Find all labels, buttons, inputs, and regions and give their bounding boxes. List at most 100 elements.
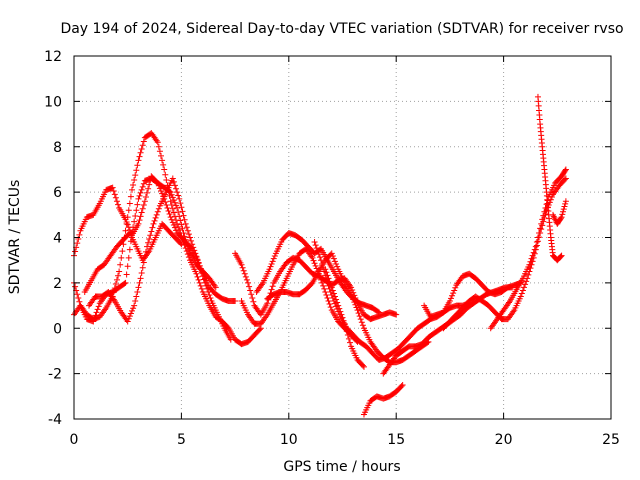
data-point [314,248,321,255]
data-point [136,192,143,199]
data-point [207,295,214,301]
data-point [173,202,180,209]
data-point [154,139,161,146]
data-point [539,216,546,223]
data-point [447,295,454,302]
data-point [136,279,143,286]
data-point [331,293,338,300]
data-point [177,217,184,224]
data-point [311,239,318,246]
data-point [133,293,140,300]
data-point [142,248,149,255]
data-point [357,316,364,323]
data-point [352,301,359,308]
data-point [175,209,182,216]
data-point [95,303,102,310]
data-point [121,280,128,287]
data-point [169,205,176,212]
data-point [130,181,137,188]
data-point [398,383,405,390]
data-point [538,226,545,233]
data-point [319,260,326,267]
data-point [135,157,142,164]
data-point [182,236,189,243]
data-point [344,332,351,339]
data-point [128,307,135,314]
data-point [151,217,158,224]
data-point [399,381,406,388]
y-tick-label: 12 [44,49,62,65]
satellite-track-18 [550,198,569,227]
data-point [562,200,569,207]
data-point [137,189,144,196]
data-point [205,288,212,295]
data-point [199,273,206,280]
data-point [196,262,203,269]
data-point [308,281,315,288]
data-point [163,177,170,184]
data-point [537,225,544,232]
y-tick-label: 10 [44,94,62,110]
data-point [325,275,332,282]
satellite-track-11 [322,266,367,370]
data-point [338,311,345,318]
data-point [202,279,209,286]
data-point [186,234,193,241]
data-point [311,260,318,267]
data-point [138,209,145,216]
data-point [327,281,334,288]
data-point [334,263,341,270]
data-point [325,298,332,305]
data-point [176,226,183,233]
data-point [178,204,185,211]
data-point [182,220,189,227]
data-point [124,214,131,221]
data-point [185,246,192,253]
data-point [130,305,137,312]
data-point [531,246,538,253]
data-point [127,193,134,200]
data-point [240,267,247,274]
data-point [115,201,122,208]
data-point [327,304,334,311]
data-point [117,261,124,268]
data-point [75,236,82,243]
data-point [340,317,347,324]
data-point [197,282,204,289]
data-point [136,217,143,224]
data-point [198,285,205,292]
data-point [449,292,456,299]
data-point [113,198,120,205]
data-point [241,270,248,277]
data-point [451,287,458,294]
data-point [320,282,327,289]
data-point [313,265,320,272]
data-point [376,309,383,316]
data-point [336,305,343,312]
data-point [316,254,323,261]
data-point [180,229,187,236]
data-point [134,201,141,208]
data-point [329,253,336,260]
data-point [163,201,170,208]
data-point [138,270,145,277]
data-point [175,192,182,199]
data-point [335,302,342,309]
data-point [541,208,548,215]
data-point [558,214,565,221]
data-point [141,254,148,261]
data-point [126,246,133,253]
data-point [530,249,537,256]
data-point [152,214,159,221]
satellite-track-2 [71,130,264,348]
data-point [557,215,564,222]
data-point [562,166,569,173]
data-point [155,205,162,212]
data-point [184,243,191,250]
data-point [170,178,177,185]
data-point [195,276,202,283]
data-point [540,212,547,219]
data-point [351,299,358,306]
data-point [559,211,566,218]
data-point [170,197,177,204]
